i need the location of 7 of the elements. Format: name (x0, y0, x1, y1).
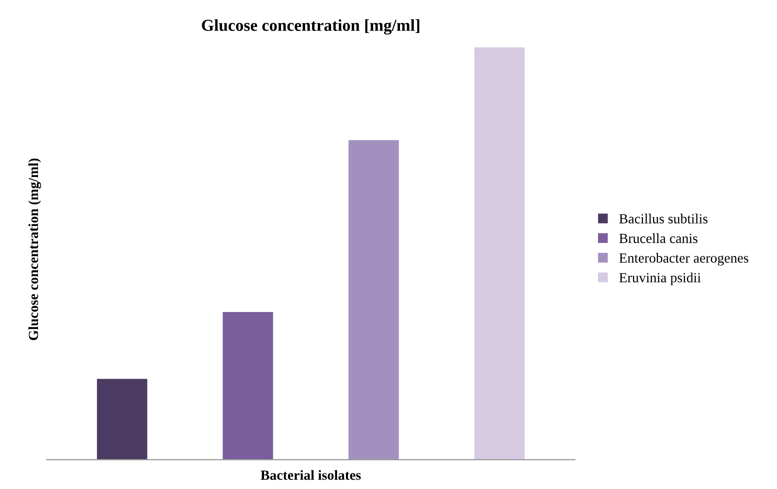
y-axis-title: Glucose concentration (mg/ml) (28, 158, 42, 340)
chart-title: Glucose concentration [mg/ml] (202, 19, 420, 34)
x-axis-title: Bacterial isolates (260, 470, 361, 480)
legend-label: Bacillus subtilis (619, 214, 708, 224)
legend-label: Enterobacter aerogenes (619, 252, 748, 266)
legend-label: Brucella canis (619, 233, 698, 244)
legend-label: Eruvinia psidii (619, 272, 701, 286)
